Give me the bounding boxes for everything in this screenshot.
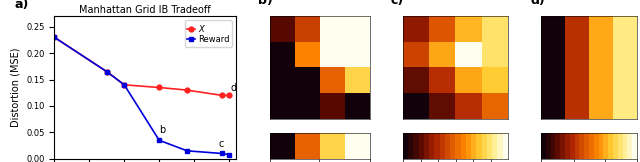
Line: Reward: Reward (52, 35, 232, 157)
$X$ (218, 94, 226, 96)
Text: c): c) (391, 0, 404, 7)
Text: b: b (159, 125, 165, 135)
Reward (156, 139, 163, 141)
$X$ (225, 94, 233, 96)
Reward (183, 150, 191, 152)
Reward (120, 84, 128, 86)
Line: $X$: $X$ (52, 35, 232, 98)
Text: d: d (230, 83, 237, 93)
Y-axis label: Distortion (MSE): Distortion (MSE) (11, 48, 20, 127)
Text: c: c (219, 139, 224, 149)
Title: Manhattan Grid IB Tradeoff: Manhattan Grid IB Tradeoff (79, 5, 211, 15)
$X$ (51, 36, 58, 38)
$X$ (120, 84, 128, 86)
Text: d): d) (530, 0, 545, 7)
Text: a): a) (15, 0, 29, 11)
Reward (225, 154, 233, 156)
$X$ (156, 87, 163, 88)
Reward (51, 36, 58, 38)
Reward (218, 152, 226, 154)
$X$ (103, 71, 111, 73)
Reward (103, 71, 111, 73)
Text: b): b) (258, 0, 273, 7)
Legend: $X$, Reward: $X$, Reward (184, 20, 232, 47)
$X$ (183, 89, 191, 91)
